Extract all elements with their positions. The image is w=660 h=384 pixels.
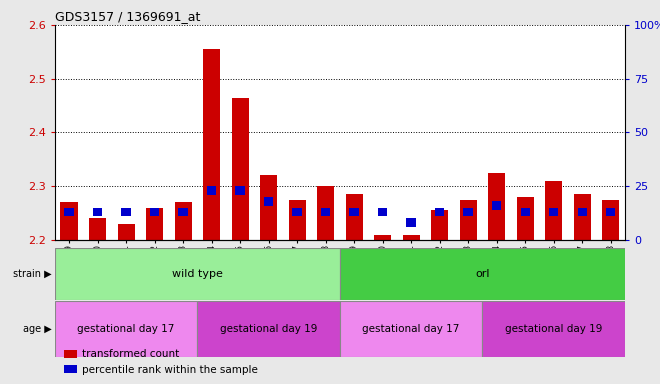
Bar (521, 208, 530, 216)
Bar (578, 208, 587, 216)
Bar (403, 235, 420, 240)
Bar (340, 248, 625, 300)
Bar (574, 194, 591, 240)
Legend: transformed count, percentile rank within the sample: transformed count, percentile rank withi… (60, 345, 262, 379)
Bar (321, 208, 331, 216)
Bar (236, 186, 245, 195)
Bar (117, 224, 135, 240)
Bar (374, 235, 391, 240)
Bar (288, 200, 306, 240)
Bar (121, 208, 131, 216)
Text: gestational day 19: gestational day 19 (505, 324, 603, 334)
Bar (606, 208, 616, 216)
Bar (463, 208, 473, 216)
Bar (492, 201, 502, 210)
Bar (150, 208, 159, 216)
Bar (174, 202, 191, 240)
Bar (146, 208, 163, 240)
Bar (317, 186, 334, 240)
Bar (549, 208, 558, 216)
Bar (61, 202, 78, 240)
Bar (340, 301, 482, 357)
Bar (89, 218, 106, 240)
Text: orl: orl (475, 268, 490, 279)
Text: gestational day 17: gestational day 17 (362, 324, 460, 334)
Bar (55, 301, 197, 357)
Bar (55, 248, 340, 300)
Bar (264, 197, 273, 205)
Bar (435, 208, 444, 216)
Bar (517, 197, 534, 240)
Bar (459, 200, 477, 240)
Bar (203, 49, 220, 240)
Bar (545, 181, 562, 240)
Bar (602, 200, 619, 240)
Bar (260, 175, 277, 240)
Bar (378, 208, 387, 216)
Bar (431, 210, 448, 240)
Bar (488, 173, 506, 240)
Bar (349, 208, 359, 216)
Text: gestational day 17: gestational day 17 (77, 324, 175, 334)
Bar (232, 98, 249, 240)
Bar (482, 301, 625, 357)
Bar (292, 208, 302, 216)
Text: strain ▶: strain ▶ (13, 268, 51, 279)
Text: age ▶: age ▶ (22, 324, 51, 334)
Bar (207, 186, 216, 195)
Bar (64, 208, 74, 216)
Text: wild type: wild type (172, 268, 223, 279)
Bar (178, 208, 188, 216)
Text: GDS3157 / 1369691_at: GDS3157 / 1369691_at (55, 10, 200, 23)
Bar (407, 218, 416, 227)
Bar (346, 194, 363, 240)
Text: gestational day 19: gestational day 19 (220, 324, 317, 334)
Bar (197, 301, 340, 357)
Bar (93, 208, 102, 216)
